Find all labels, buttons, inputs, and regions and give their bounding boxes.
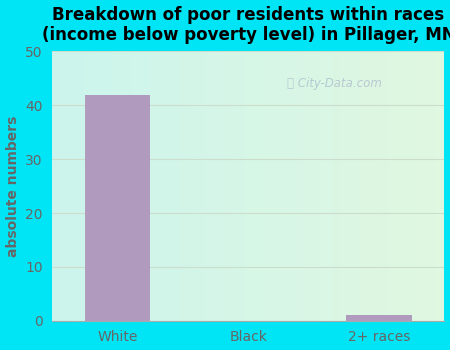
Bar	[346, 315, 412, 321]
Text: ⓘ City-Data.com: ⓘ City-Data.com	[287, 77, 382, 90]
Y-axis label: absolute numbers: absolute numbers	[5, 116, 19, 257]
Title: Breakdown of poor residents within races
(income below poverty level) in Pillage: Breakdown of poor residents within races…	[42, 6, 450, 44]
Bar	[85, 94, 150, 321]
